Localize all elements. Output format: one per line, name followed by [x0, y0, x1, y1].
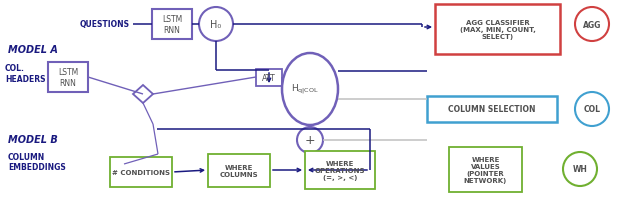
- Text: WHERE
VALUES
(POINTER
NETWORK): WHERE VALUES (POINTER NETWORK): [464, 156, 507, 183]
- Text: MODEL B: MODEL B: [8, 134, 58, 144]
- Circle shape: [563, 152, 597, 186]
- Text: COL.
HEADERS: COL. HEADERS: [5, 64, 45, 83]
- Bar: [435, 5, 560, 55]
- Bar: [48, 63, 88, 93]
- Text: H₀: H₀: [211, 20, 221, 30]
- Text: COLUMN
EMBEDDINGS: COLUMN EMBEDDINGS: [8, 152, 66, 171]
- Circle shape: [575, 8, 609, 42]
- Bar: [305, 151, 375, 189]
- Circle shape: [575, 93, 609, 126]
- Text: $\mathregular{H_{q|COL}}$: $\mathregular{H_{q|COL}}$: [291, 83, 319, 97]
- Text: AGG CLASSIFIER
(MAX, MIN, COUNT,
SELECT): AGG CLASSIFIER (MAX, MIN, COUNT, SELECT): [460, 20, 536, 40]
- Bar: [152, 10, 192, 40]
- Ellipse shape: [282, 54, 338, 125]
- Text: WHERE
OPERATIONS
(=, >, <): WHERE OPERATIONS (=, >, <): [315, 160, 365, 180]
- Text: MODEL A: MODEL A: [8, 45, 58, 55]
- Bar: [208, 154, 270, 187]
- Text: LSTM
RNN: LSTM RNN: [58, 68, 78, 87]
- Bar: [110, 157, 172, 187]
- Bar: [256, 70, 282, 87]
- Text: # CONDITIONS: # CONDITIONS: [112, 169, 170, 175]
- Text: COL: COL: [584, 105, 600, 114]
- Circle shape: [199, 8, 233, 42]
- Text: WH: WH: [573, 165, 588, 174]
- Text: COLUMN SELECTION: COLUMN SELECTION: [448, 105, 536, 114]
- Bar: [427, 97, 557, 122]
- Text: LSTM
RNN: LSTM RNN: [162, 15, 182, 35]
- Text: WHERE
COLUMNS: WHERE COLUMNS: [220, 164, 259, 177]
- Text: QUESTIONS: QUESTIONS: [80, 20, 130, 29]
- Text: ATT: ATT: [262, 74, 276, 83]
- Text: +: +: [305, 134, 316, 147]
- Circle shape: [297, 127, 323, 153]
- Bar: [449, 147, 522, 192]
- Text: AGG: AGG: [583, 20, 601, 29]
